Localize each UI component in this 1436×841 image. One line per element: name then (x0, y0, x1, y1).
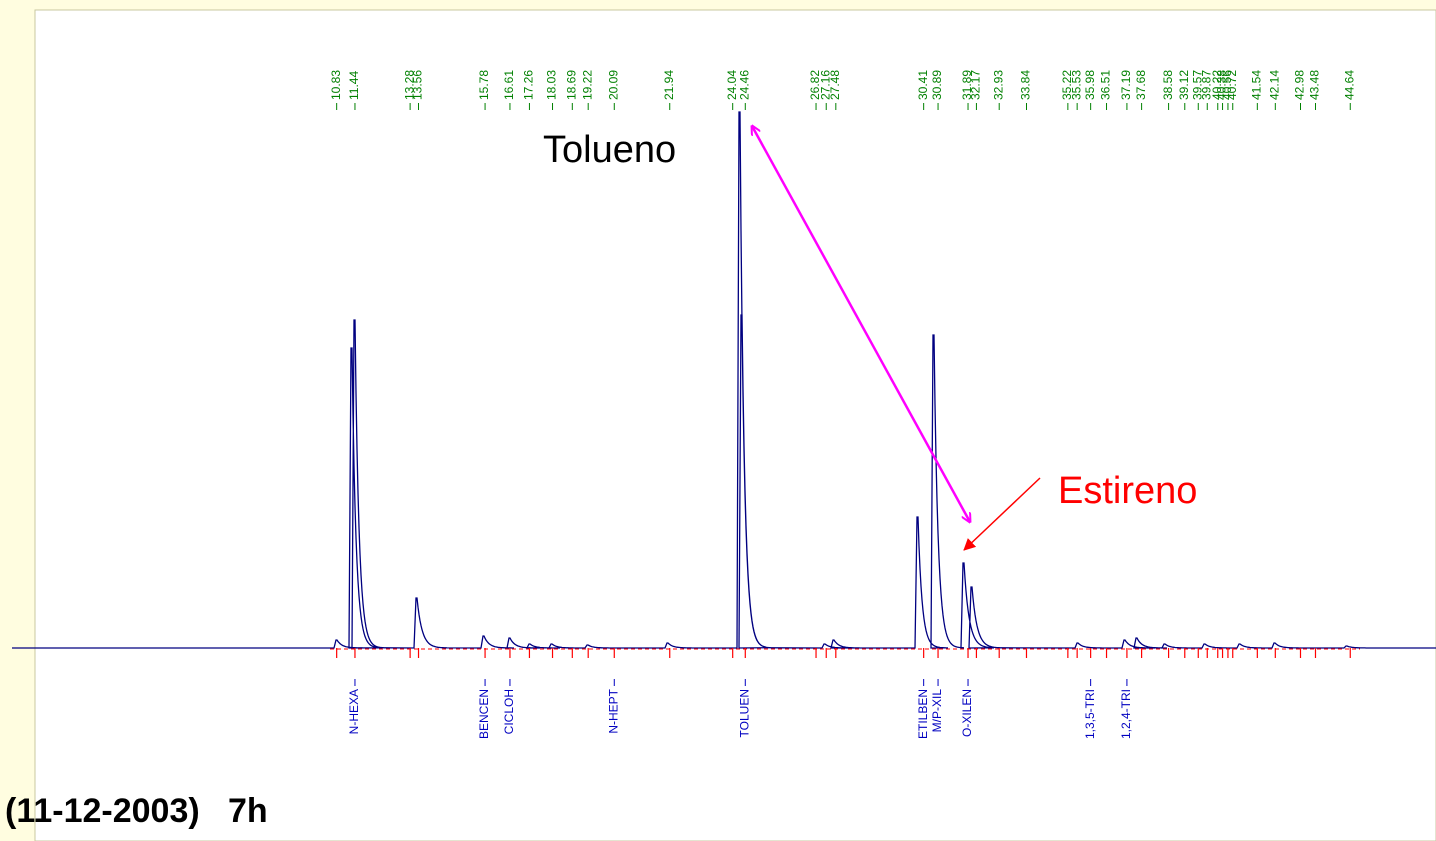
retention-time-label: 44.64 (1342, 70, 1356, 100)
annotation: Tolueno (543, 129, 676, 171)
retention-time-label: 39.12 (1177, 70, 1191, 100)
retention-time-label: 42.98 (1293, 70, 1307, 100)
annotation: Estireno (1058, 470, 1197, 512)
retention-time-label: 16.61 (502, 70, 516, 100)
retention-time-label: 37.68 (1134, 70, 1148, 100)
retention-time-label: 40.72 (1225, 70, 1239, 100)
retention-time-label: 11.44 (347, 71, 361, 100)
retention-time-label: 42.14 (1267, 70, 1281, 100)
retention-time-label: 13.28 (402, 70, 416, 100)
retention-time-label: 27.48 (828, 70, 842, 100)
retention-time-label: 39.57 (1190, 70, 1204, 100)
retention-time-label: 32.93 (991, 70, 1005, 100)
chromatogram-trace (12, 111, 1436, 649)
retention-time-label: 15.78 (477, 70, 491, 100)
retention-time-label: 32.17 (969, 70, 983, 100)
retention-time-label: 38.58 (1161, 70, 1175, 100)
estireno-arrow (963, 477, 1041, 551)
retention-time-label: 27.16 (818, 70, 832, 100)
retention-time-label: 39.87 (1199, 70, 1213, 100)
retention-time-label: 30.89 (930, 70, 944, 100)
retention-time-label: 40.38 (1215, 70, 1229, 100)
retention-time-label: 37.19 (1119, 70, 1133, 100)
retention-time-label: 36.51 (1099, 70, 1113, 100)
retention-time-label: 24.04 (725, 70, 739, 100)
retention-time-label: 10.83 (329, 70, 343, 100)
retention-time-label: 35.53 (1069, 70, 1083, 100)
retention-time-label: 13.56 (411, 70, 425, 100)
retention-time-label: 17.26 (522, 70, 536, 100)
retention-time-label: 33.84 (1019, 70, 1033, 100)
compound-label: TOLUEN (737, 689, 751, 737)
caption: (11-12-2003) 7h (5, 792, 268, 830)
compound-label: N-HEXA (347, 689, 361, 734)
tolueno-arrow (752, 126, 970, 522)
retention-time-label: 26.82 (808, 70, 822, 100)
compound-label: BENCEN (477, 689, 491, 739)
compound-label: O-XILEN (960, 689, 974, 737)
compound-label: M/P-XIL (930, 689, 944, 733)
compound-label: CICLOH (502, 689, 516, 734)
retention-time-label: 30.41 (916, 70, 930, 100)
compound-label: 1,2,4-TRI (1119, 689, 1133, 739)
retention-time-label: 19.22 (580, 70, 594, 100)
retention-time-label: 40.56 (1220, 70, 1234, 100)
retention-time-label: 40.22 (1210, 70, 1224, 100)
retention-time-label: 35.22 (1060, 70, 1074, 100)
retention-time-label: 20.09 (606, 70, 620, 100)
retention-time-label: 24.46 (737, 70, 751, 100)
retention-time-label: 35.98 (1083, 70, 1097, 100)
retention-time-label: 18.03 (545, 70, 559, 100)
retention-time-label: 21.94 (662, 70, 676, 100)
retention-time-label: 41.54 (1249, 70, 1263, 100)
retention-time-label: 18.69 (564, 70, 578, 100)
retention-time-label: 31.89 (960, 70, 974, 100)
compound-label: 1,3,5-TRI (1083, 689, 1097, 739)
compound-label: N-HEPT (606, 688, 620, 733)
retention-time-label: 43.48 (1308, 70, 1322, 100)
plot-panel (34, 9, 1436, 841)
compound-label: ETILBEN (916, 689, 930, 739)
